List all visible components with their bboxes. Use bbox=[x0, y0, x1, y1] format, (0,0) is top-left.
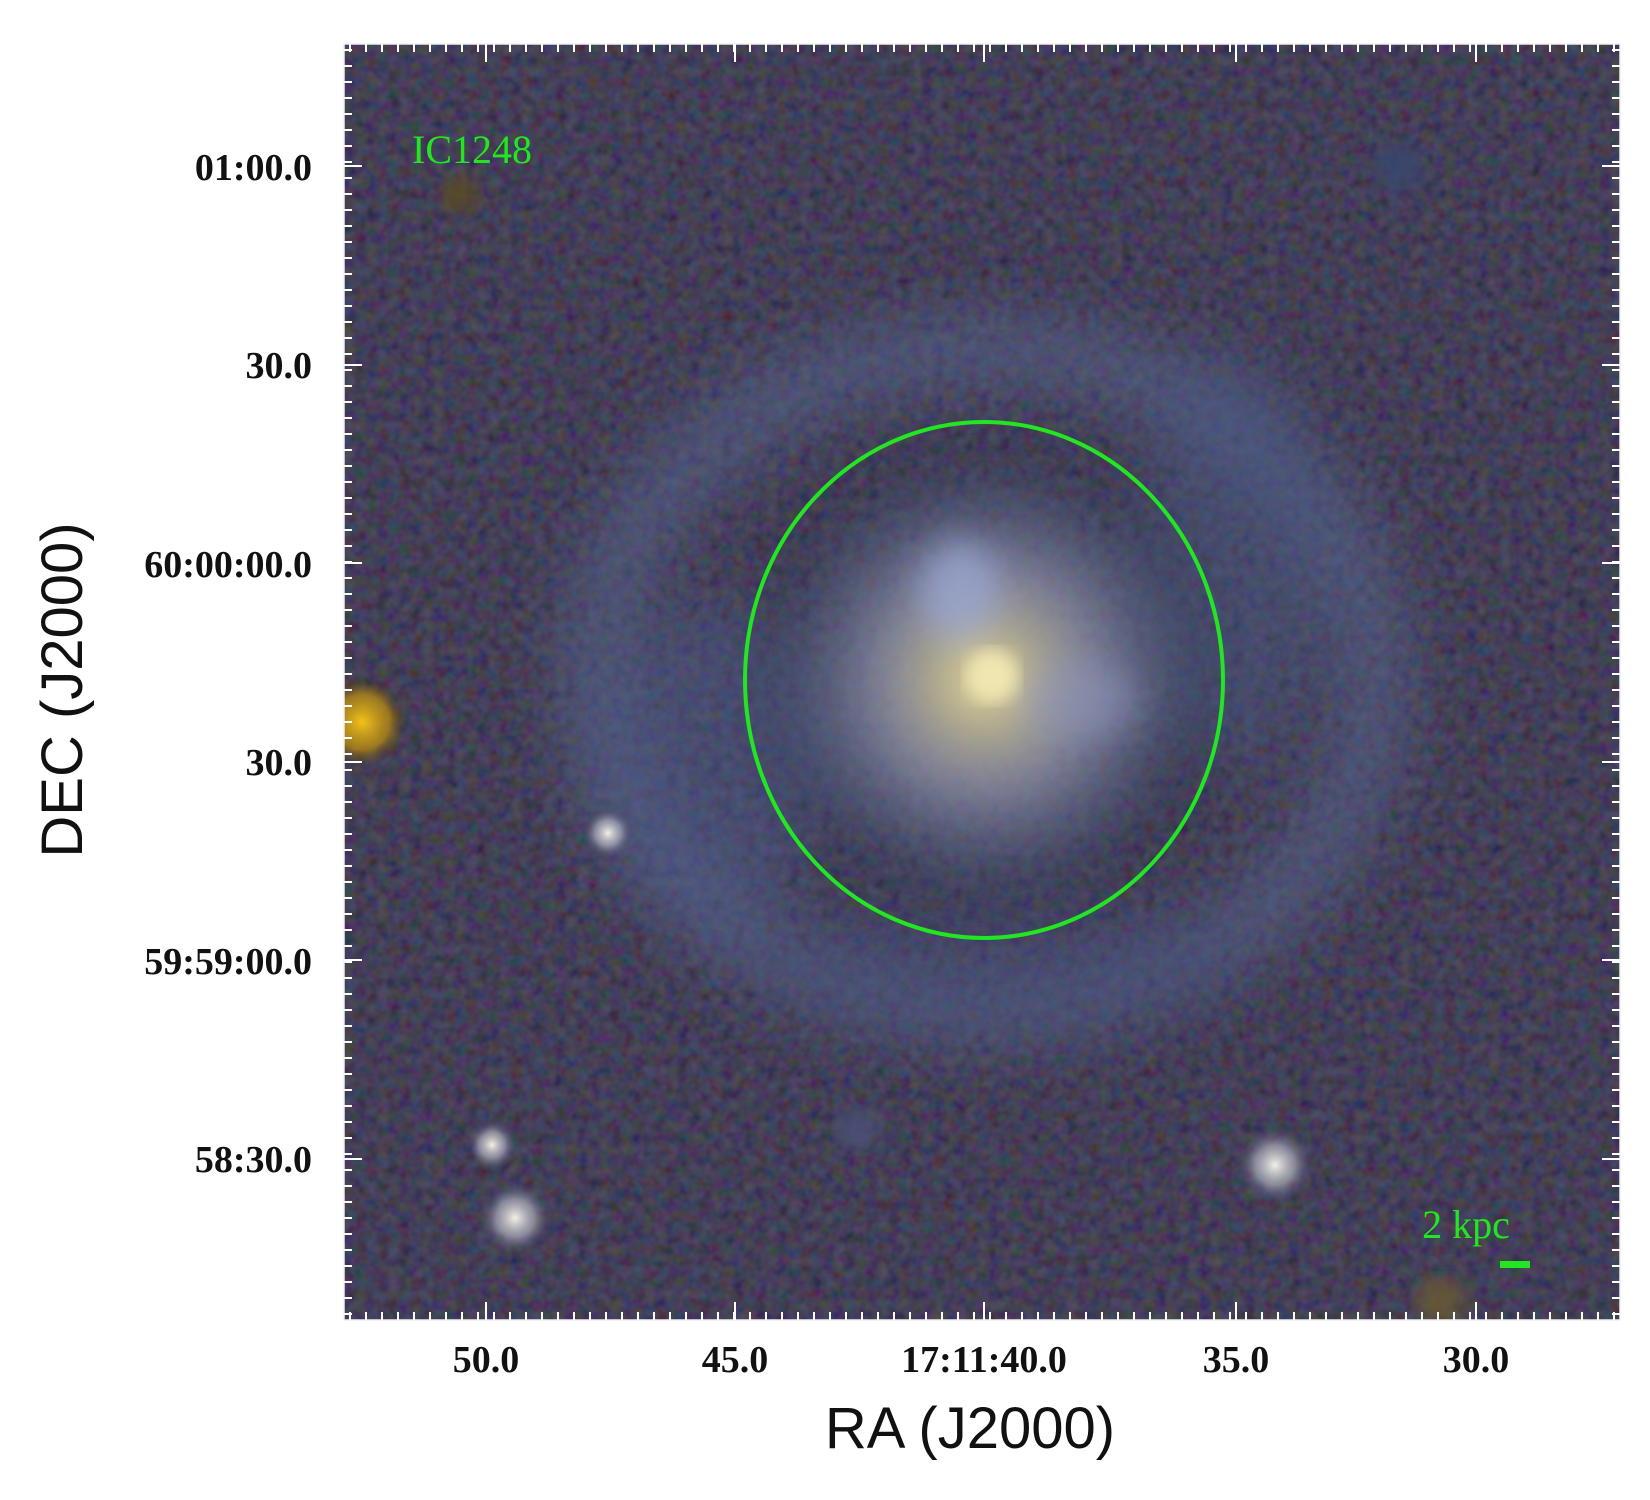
x-tick-label: 45.0 bbox=[702, 1339, 769, 1381]
x-tick-label: 17:11:40.0 bbox=[901, 1339, 1067, 1381]
y-tick-label: 01:00.0 bbox=[195, 147, 312, 189]
y-tick-label: 58:30.0 bbox=[195, 1139, 312, 1181]
field-star bbox=[582, 807, 634, 859]
field-star bbox=[1235, 1125, 1315, 1205]
x-axis: 50.0 45.0 17:11:40.0 35.0 30.0 RA (J2000… bbox=[453, 1339, 1510, 1461]
aperture-ellipse bbox=[743, 420, 1225, 940]
scale-bar bbox=[1500, 1261, 1530, 1268]
field-star bbox=[440, 175, 480, 215]
axis-ticks bbox=[344, 44, 1620, 1320]
scale-bar-label: 2 kpc bbox=[1422, 1202, 1510, 1247]
y-tick-label: 30.0 bbox=[246, 742, 313, 784]
y-tick-label: 59:59:00.0 bbox=[144, 941, 312, 983]
field-star bbox=[344, 676, 408, 768]
galaxy-nucleus bbox=[966, 650, 1018, 702]
object-label: IC1248 bbox=[412, 127, 532, 172]
y-axis-title: DEC (J2000) bbox=[30, 522, 95, 857]
field-star bbox=[1372, 142, 1424, 194]
plot-frame bbox=[343, 43, 1621, 1321]
x-tick-label: 35.0 bbox=[1203, 1339, 1270, 1381]
x-tick-label: 50.0 bbox=[453, 1339, 520, 1381]
x-axis-title: RA (J2000) bbox=[825, 1396, 1115, 1461]
y-tick-label: 30.0 bbox=[246, 345, 313, 387]
field-star bbox=[836, 1108, 880, 1152]
x-tick-label: 30.0 bbox=[1443, 1339, 1510, 1381]
field-star bbox=[477, 1180, 553, 1256]
field-star bbox=[466, 1119, 518, 1171]
sky-image bbox=[344, 44, 1620, 1320]
field-star bbox=[1416, 1276, 1464, 1320]
y-axis: 01:00.0 30.0 60:00:00.0 30.0 59:59:00.0 … bbox=[30, 147, 312, 1181]
y-tick-label: 60:00:00.0 bbox=[144, 544, 312, 586]
